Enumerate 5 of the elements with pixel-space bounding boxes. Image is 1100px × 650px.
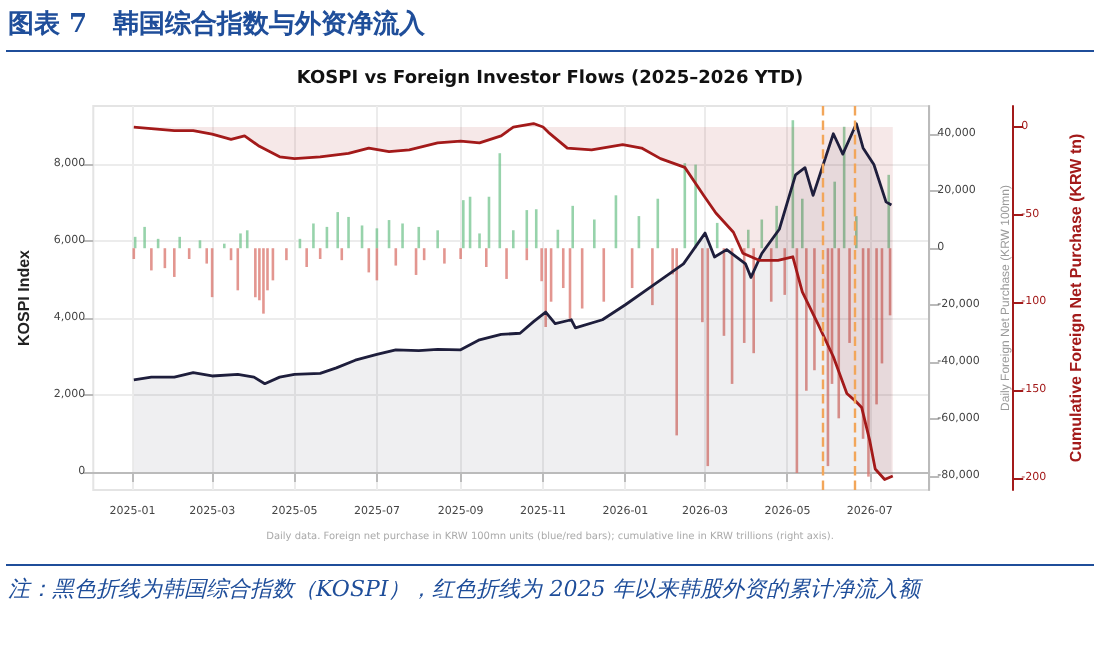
y3-axis-title: Cumulative Foreign Net Purchase (KRW tn) xyxy=(1067,133,1085,463)
text: 注：黑色折线为韩国综合指数（KOSPI），红色折线为 2025 年以来韩股外资的累计净流入额 xyxy=(8,574,925,606)
y-axis-title: KOSPI Index xyxy=(15,248,33,347)
chart-subtitle: KOSPI vs Foreign Investor Flows (2025–2026 YTD) xyxy=(296,69,804,89)
chart-title: 图表 7 韩国综合指数与外资净流入 xyxy=(8,7,426,42)
